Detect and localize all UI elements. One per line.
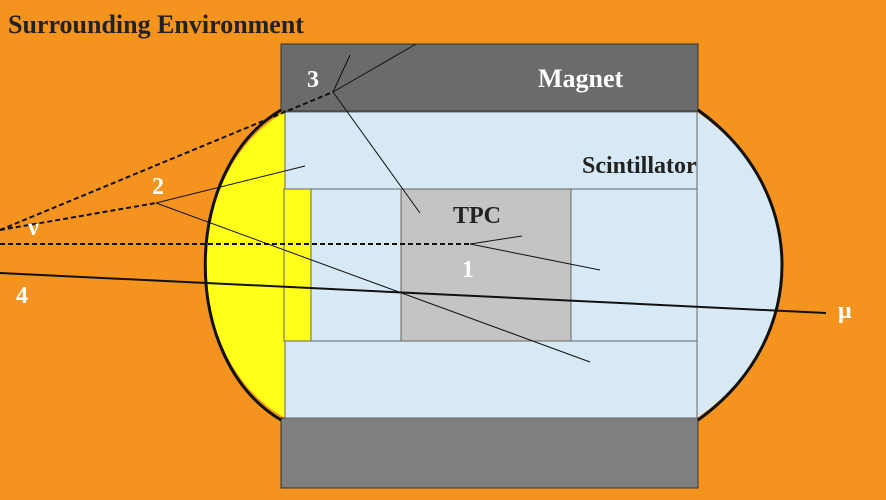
detector-outline xyxy=(203,108,282,422)
detector-outline-right xyxy=(697,108,784,422)
neutrino-beam-2 xyxy=(0,202,157,231)
neutrino-beam-3 xyxy=(0,91,334,231)
event-2-track-a xyxy=(155,202,591,363)
event-label-3: 3 xyxy=(307,67,319,93)
event-label-1: 1 xyxy=(462,257,474,283)
diagram-title: Surrounding Environment xyxy=(8,10,304,39)
neutrino-label: ν xyxy=(27,215,39,241)
muon-label: μ xyxy=(838,298,852,324)
event-label-2: 2 xyxy=(152,174,164,200)
yellow-region xyxy=(206,112,285,418)
magnet-label: Magnet xyxy=(538,64,624,93)
muon-track xyxy=(0,272,827,314)
tpc-label: TPC xyxy=(453,203,501,229)
magnet-lower xyxy=(280,417,699,489)
event-1-track-b xyxy=(469,235,523,245)
scintillator-upper-slab xyxy=(284,111,698,190)
event-3-track-b xyxy=(332,43,417,93)
yellow-notch xyxy=(283,188,312,342)
event-3-track-c xyxy=(332,54,351,93)
right-outer-region xyxy=(697,112,782,418)
event-2-track-b xyxy=(155,165,306,204)
event-1-track-a xyxy=(469,243,601,271)
magnet-upper xyxy=(280,43,699,112)
scintillator-label: Scintillator xyxy=(582,153,697,179)
event-3-track-a xyxy=(332,91,421,214)
tpc-box xyxy=(400,188,572,342)
event-label-4: 4 xyxy=(16,283,28,309)
